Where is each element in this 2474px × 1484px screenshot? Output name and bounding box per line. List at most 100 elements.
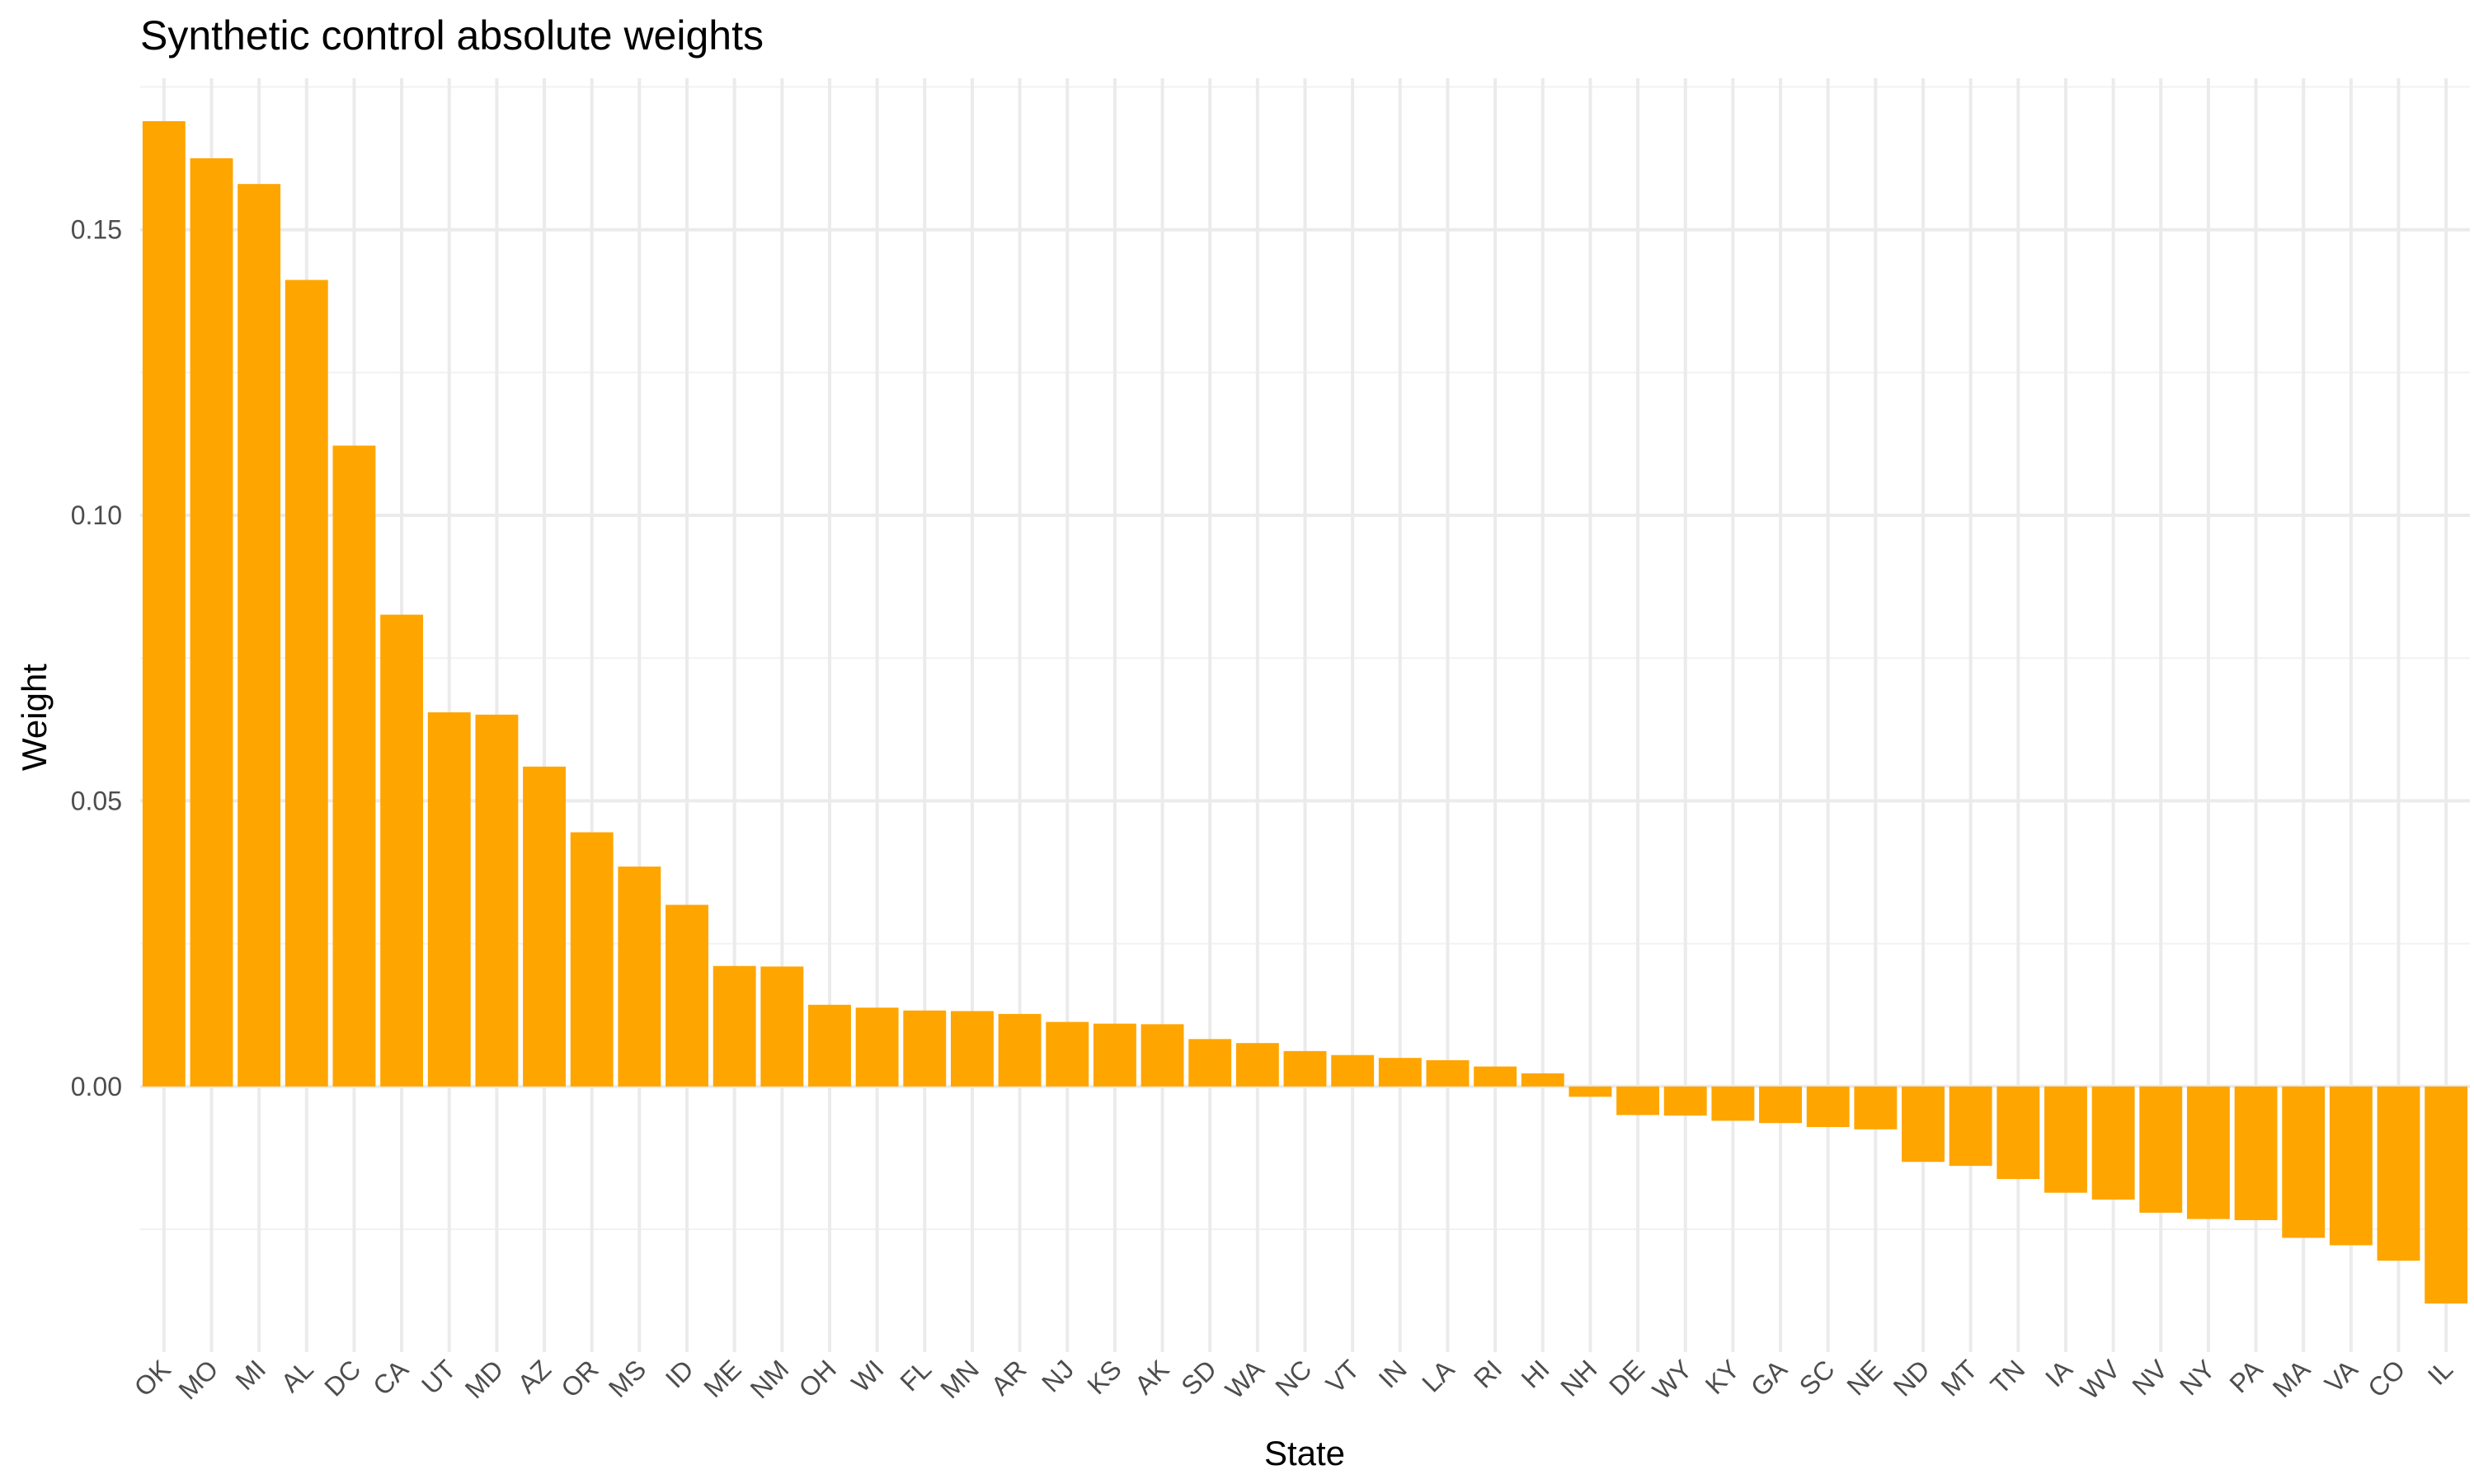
x-tick-label-ok: OK [129,1354,176,1402]
x-axis-title: State [1264,1434,1345,1472]
x-tick-label-md: MD [459,1354,510,1404]
bar-me [713,965,756,1087]
x-tick-label-va: VA [2319,1354,2363,1398]
x-tick-label-ky: KY [1700,1354,1746,1400]
bar-mo [190,157,233,1087]
x-tick-label-hi: HI [1516,1354,1555,1393]
x-tick-label-or: OR [555,1354,604,1402]
x-tick-label-co: CO [2362,1354,2411,1402]
x-tick-label-az: AZ [512,1354,557,1398]
x-tick-label-ny: NY [2174,1354,2221,1401]
bar-ri [1474,1066,1517,1087]
bar-nd [1902,1086,1945,1162]
bar-in [1378,1058,1422,1087]
bar-ca [380,614,424,1087]
bar-mi [238,184,281,1087]
x-tick-label-wv: WV [2075,1354,2126,1405]
x-tick-label-ks: KS [1081,1354,1127,1400]
bar-wi [855,1007,899,1087]
bar-sd [1188,1039,1232,1087]
y-tick-label: 0.15 [71,215,122,245]
bar-mn [950,1011,994,1087]
x-tick-label-la: LA [1416,1354,1460,1398]
bar-nj [1046,1021,1089,1087]
bar-nc [1283,1050,1327,1087]
bar-ia [2044,1086,2087,1193]
x-tick-label-al: AL [275,1354,319,1397]
bar-id [666,904,708,1087]
bar-wa [1235,1043,1279,1087]
bar-ak [1141,1024,1184,1087]
x-tick-label-in: IN [1373,1354,1413,1393]
bar-ky [1711,1086,1755,1121]
bar-sc [1806,1086,1850,1128]
y-axis-title: Weight [15,664,54,771]
bar-ut [427,712,471,1087]
bar-il [2425,1086,2468,1304]
bar-wy [1663,1086,1707,1116]
y-tick-label: 0.10 [71,500,122,530]
bar-md [475,714,519,1087]
x-tick-label-mi: MI [229,1354,271,1396]
x-tick-label-nj: NJ [1036,1354,1079,1397]
y-axis-tick-labels: 0.00 0.05 0.10 0.15 [71,215,122,1101]
bar-or [570,832,614,1087]
x-tick-label-me: ME [698,1354,746,1402]
x-tick-label-ca: CA [367,1354,414,1401]
bar-ma [2282,1086,2326,1238]
bars [142,120,2468,1304]
bar-nm [760,966,804,1087]
bar-al [285,279,328,1087]
bar-ny [2186,1086,2230,1219]
bar-ar [998,1013,1042,1087]
bar-az [523,766,566,1087]
x-tick-label-sc: SC [1794,1354,1841,1401]
x-tick-label-ri: RI [1468,1354,1507,1393]
x-tick-label-wa: WA [1220,1354,1271,1405]
y-tick-label: 0.00 [71,1072,122,1101]
bar-va [2329,1086,2373,1246]
x-tick-label-pa: PA [2224,1354,2269,1398]
bar-nv [2139,1086,2183,1213]
x-tick-label-id: ID [660,1354,699,1393]
bar-wv [2091,1086,2135,1200]
bar-dc [332,445,376,1087]
x-tick-label-ia: IA [2039,1354,2078,1392]
x-tick-label-ut: UT [416,1354,462,1400]
x-tick-label-ma: MA [2267,1354,2316,1403]
x-tick-label-dc: DC [318,1354,366,1402]
bar-vt [1331,1054,1375,1087]
bar-hi [1521,1073,1564,1087]
x-tick-label-nd: ND [1888,1354,1935,1402]
bar-de [1616,1086,1660,1115]
bar-ne [1854,1086,1898,1129]
bar-tn [1997,1086,2040,1180]
bar-ok [142,120,186,1087]
bar-ga [1759,1086,1802,1124]
bar-ks [1093,1023,1136,1087]
x-tick-label-ga: GA [1745,1354,1794,1402]
bar-la [1426,1059,1470,1087]
x-tick-label-mn: MN [934,1354,985,1404]
x-tick-label-ar: AR [985,1354,1032,1401]
x-tick-label-nh: NH [1554,1354,1602,1402]
x-tick-label-wi: WI [845,1354,889,1397]
x-tick-label-mo: MO [173,1354,224,1405]
bar-nh [1569,1086,1612,1097]
x-tick-label-nm: NM [745,1354,795,1404]
x-tick-label-vt: VT [1320,1354,1365,1398]
x-tick-label-nc: NC [1269,1354,1317,1402]
x-tick-label-ne: NE [1841,1354,1888,1401]
bar-fl [903,1010,947,1087]
x-tick-label-wy: WY [1647,1354,1698,1405]
x-tick-label-ak: AK [1129,1354,1175,1400]
bar-ms [618,866,661,1087]
x-tick-label-tn: TN [1985,1354,2031,1400]
x-tick-label-sd: SD [1175,1354,1222,1401]
x-tick-label-nv: NV [2126,1354,2173,1401]
bar-oh [808,1004,851,1087]
x-tick-label-oh: OH [793,1354,842,1402]
bar-mt [1949,1086,1992,1167]
